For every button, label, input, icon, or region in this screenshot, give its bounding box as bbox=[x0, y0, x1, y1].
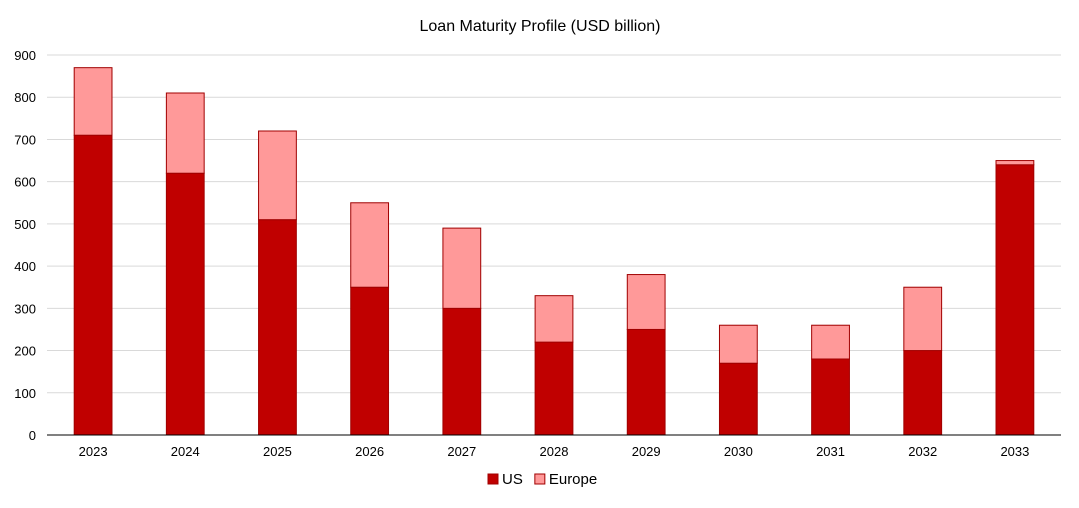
y-tick-label: 500 bbox=[14, 217, 36, 232]
bar-us-2027 bbox=[442, 307, 482, 436]
gridlines bbox=[47, 54, 1061, 394]
bar-europe-2033 bbox=[995, 160, 1035, 166]
legend-label-europe: Europe bbox=[549, 471, 597, 488]
bar-europe-2026 bbox=[350, 202, 390, 288]
axes: 0 100 200 300 400 500 600 700 800 900 2023 2024 2025… bbox=[14, 48, 1061, 459]
bar-europe-2032 bbox=[903, 286, 943, 352]
y-tick-label: 400 bbox=[14, 259, 36, 274]
y-tick-label: 700 bbox=[14, 132, 36, 147]
bar-us-2028 bbox=[534, 341, 574, 436]
legend-swatch-us bbox=[487, 473, 499, 485]
x-tick-label: 2032 bbox=[908, 444, 937, 459]
legend-label-us: US bbox=[502, 471, 523, 488]
bar-us-2026 bbox=[350, 286, 390, 436]
y-tick-label: 300 bbox=[14, 301, 36, 316]
bar-europe-2029 bbox=[626, 274, 666, 330]
bar-europe-2028 bbox=[534, 295, 574, 343]
bar-europe-2024 bbox=[165, 92, 205, 174]
bar-us-2029 bbox=[626, 328, 666, 436]
x-tick-label: 2031 bbox=[816, 444, 845, 459]
y-tick-label: 0 bbox=[29, 428, 36, 443]
bar-us-2024 bbox=[165, 172, 205, 436]
x-tick-label: 2033 bbox=[1000, 444, 1029, 459]
x-tick-label: 2024 bbox=[171, 444, 200, 459]
bar-europe-2023 bbox=[73, 67, 113, 136]
x-tick-label: 2026 bbox=[355, 444, 384, 459]
y-tick-label: 900 bbox=[14, 48, 36, 63]
bar-us-2025 bbox=[258, 219, 297, 436]
bar-europe-2027 bbox=[442, 227, 482, 309]
x-tick-label: 2029 bbox=[632, 444, 661, 459]
y-tick-label: 100 bbox=[14, 386, 36, 401]
bar-us-2032 bbox=[903, 350, 943, 436]
x-tick-label: 2028 bbox=[540, 444, 569, 459]
y-tick-label: 800 bbox=[14, 90, 36, 105]
x-tick-label: 2030 bbox=[724, 444, 753, 459]
bar-europe-2030 bbox=[718, 324, 758, 364]
y-tick-label: 600 bbox=[14, 175, 36, 190]
x-tick-label: 2025 bbox=[263, 444, 292, 459]
bar-us-2030 bbox=[718, 362, 758, 436]
chart-title: Loan Maturity Profile (USD billion) bbox=[420, 18, 661, 35]
bar-europe-2031 bbox=[811, 324, 850, 360]
bar-us-2033 bbox=[995, 164, 1035, 436]
x-tick-label: 2027 bbox=[447, 444, 476, 459]
legend-swatch-europe bbox=[534, 473, 546, 485]
x-tick-label: 2023 bbox=[79, 444, 108, 459]
bar-us-2023 bbox=[73, 134, 113, 436]
bars bbox=[73, 67, 1035, 436]
legend: US Europe bbox=[487, 471, 597, 488]
y-tick-label: 200 bbox=[14, 344, 36, 359]
bar-us-2031 bbox=[811, 358, 850, 436]
bar-europe-2025 bbox=[258, 130, 297, 221]
